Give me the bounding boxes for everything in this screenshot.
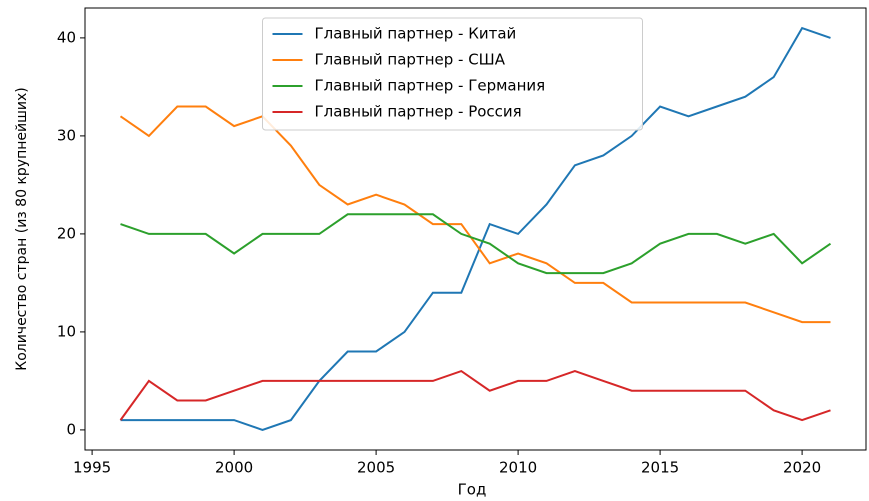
legend-label: Главный партнер - Германия xyxy=(315,77,546,95)
x-axis-label: Год xyxy=(458,481,487,499)
series-line xyxy=(120,213,832,275)
x-tick-label: 2020 xyxy=(783,459,821,477)
y-tick-label: 20 xyxy=(57,224,76,242)
plot-frame xyxy=(84,7,867,451)
x-tick-label: 2010 xyxy=(499,459,537,477)
y-tick-label: 40 xyxy=(57,28,76,46)
y-tick-label: 10 xyxy=(57,322,76,340)
legend-label: Главный партнер - Россия xyxy=(315,103,522,121)
legend-label: Главный партнер - Китай xyxy=(315,25,517,43)
series-line xyxy=(119,369,831,422)
legend-label: Главный партнер - США xyxy=(315,51,506,69)
x-tick-label: 1995 xyxy=(73,459,111,477)
x-tick-label: 2000 xyxy=(215,459,253,477)
y-axis-label: Количество стран (из 80 крупнейших) xyxy=(14,87,30,371)
legend-box xyxy=(262,17,643,131)
series-line xyxy=(119,105,831,324)
x-tick-label: 2005 xyxy=(357,459,395,477)
series-line xyxy=(120,26,831,431)
y-tick-label: 0 xyxy=(66,420,76,438)
x-tick-label: 2015 xyxy=(641,459,679,477)
y-tick-label: 30 xyxy=(57,126,76,144)
